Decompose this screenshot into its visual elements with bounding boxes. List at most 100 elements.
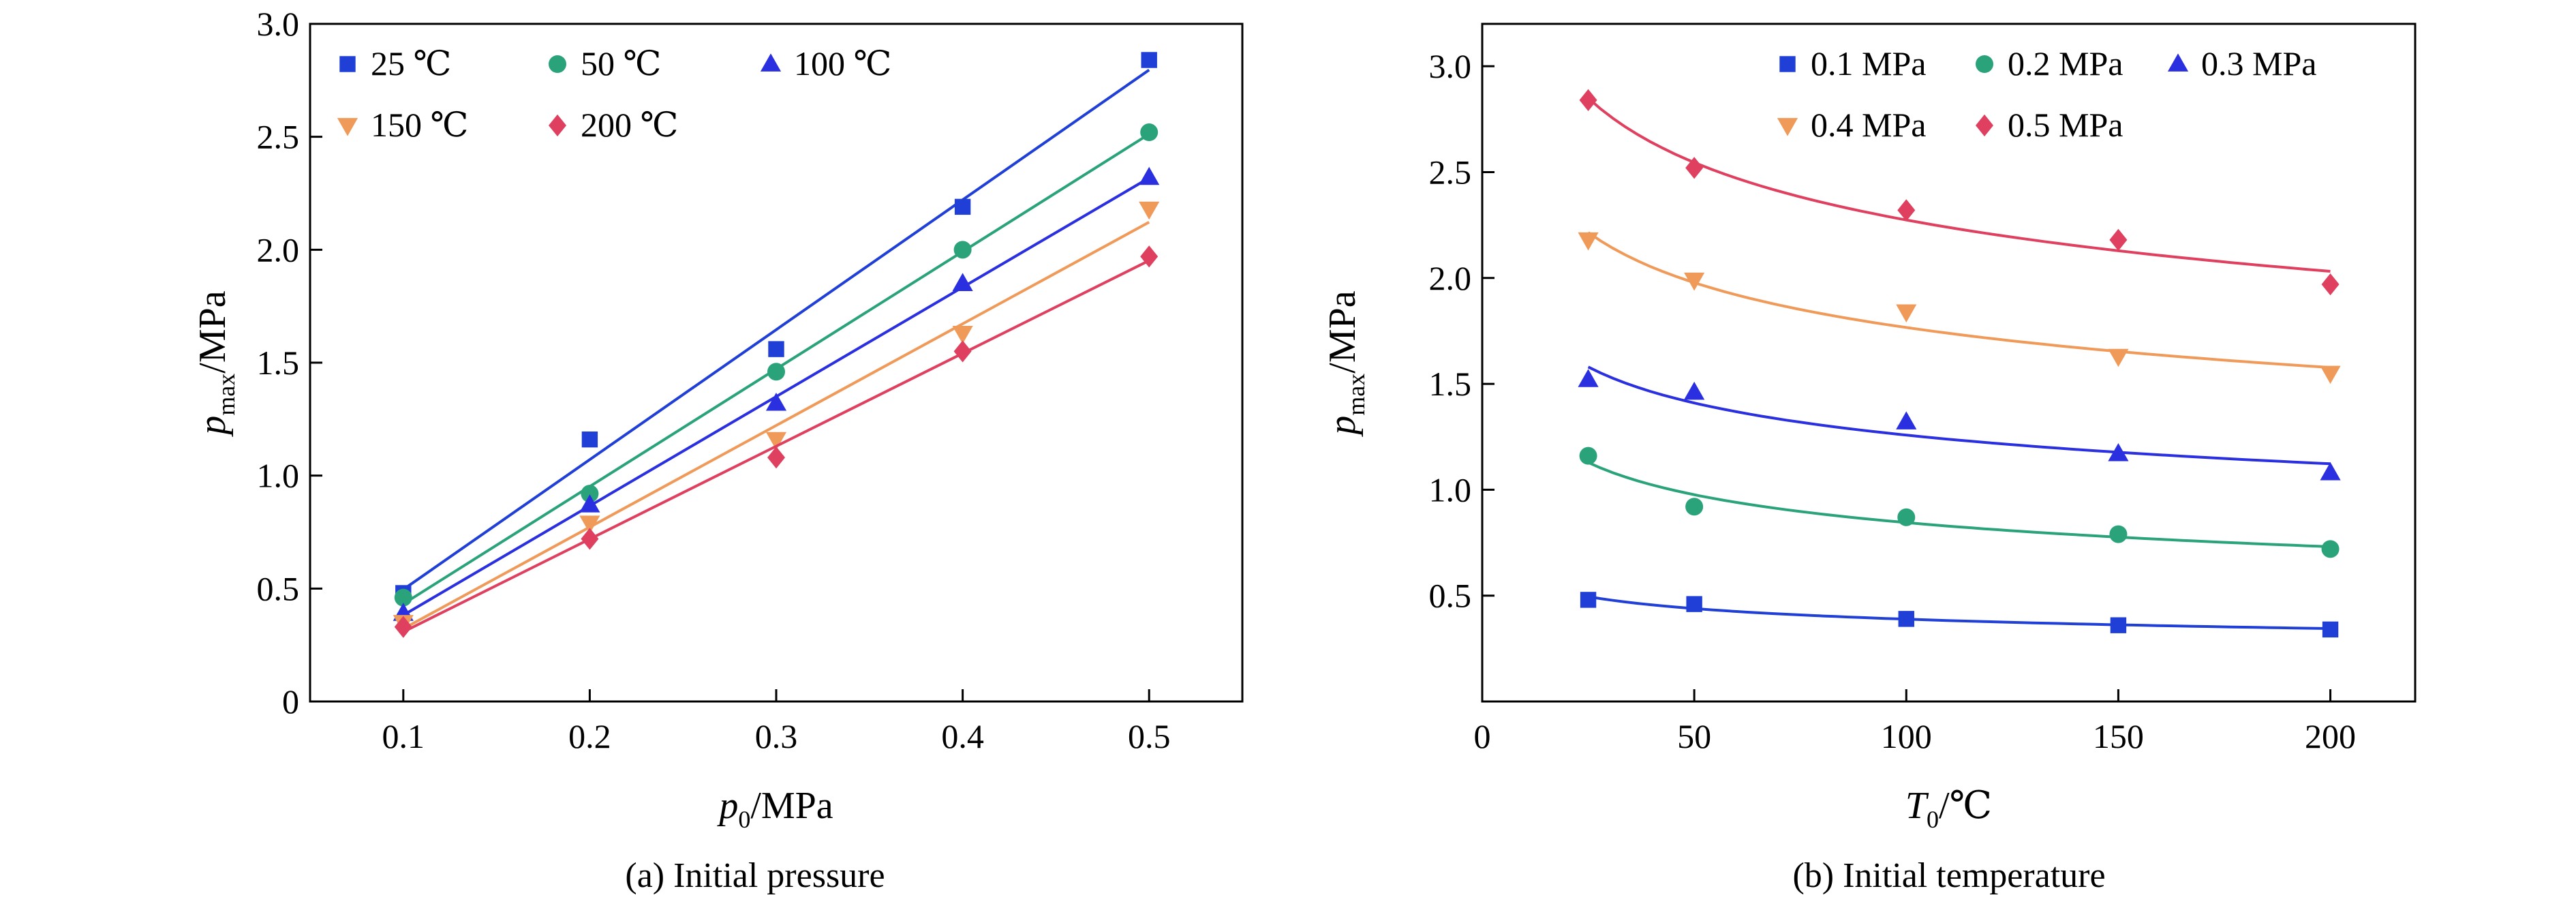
data-point-series-2 (2109, 525, 2128, 543)
data-point-series-2 (953, 241, 972, 259)
data-point-series-5 (767, 447, 785, 469)
y-axis-subscript: max (213, 374, 240, 416)
data-point-series-3 (1896, 411, 1917, 429)
y-tick-label: 3.0 (1429, 47, 1472, 85)
x-tick-label: 0 (1474, 717, 1491, 755)
data-point-series-1 (954, 198, 971, 215)
legend-marker (549, 114, 566, 137)
legend-label: 150 ℃ (371, 106, 468, 144)
data-point-series-4 (2320, 365, 2341, 384)
y-tick-label: 1.5 (257, 344, 300, 382)
data-point-series-2 (1579, 447, 1597, 465)
data-point-series-4 (952, 326, 973, 344)
data-point-series-5 (1897, 199, 1916, 222)
legend-label: 0.4 MPa (1811, 106, 1926, 144)
y-axis-unit: /MPa (191, 290, 234, 373)
x-axis-symbol: p (716, 785, 738, 827)
data-point-series-2 (2321, 540, 2340, 558)
x-axis-subscript: 0 (1927, 806, 1939, 833)
fit-line-series-5 (1587, 97, 2331, 273)
chart-panel-initial-pressure: 0.1 0.2 0.3 0.4 0.500.51.01.52.02.53.0p0/MPa… (191, 5, 1244, 895)
panel-caption: (a) Initial pressure (625, 856, 885, 895)
data-point-series-3 (952, 273, 973, 291)
y-axis-unit: /MPa (1321, 290, 1364, 373)
y-axis-subscript: max (1343, 374, 1370, 416)
x-tick-label: 50 (1677, 717, 1711, 755)
legend-label: 0.1 MPa (1811, 44, 1926, 82)
data-point-series-3 (1578, 369, 1599, 387)
data-point-series-5 (581, 528, 599, 550)
data-point-series-2 (767, 363, 785, 381)
y-axis-title: pmax/MPa (191, 290, 240, 437)
legend-marker (1777, 118, 1798, 136)
data-point-series-1 (1141, 52, 1157, 68)
data-point-series-2 (1897, 508, 1916, 526)
fit-line-series-4 (1587, 231, 2331, 369)
y-tick-label: 2.0 (257, 230, 300, 269)
data-point-series-3 (1139, 166, 1160, 185)
data-point-series-5 (2321, 273, 2340, 296)
x-axis-unit: /℃ (1939, 785, 1992, 827)
x-axis-unit: /MPa (750, 785, 833, 827)
data-point-series-4 (1896, 304, 1917, 323)
fit-line-series-3 (1587, 365, 2331, 466)
x-axis-title: p0/MPa (716, 785, 833, 833)
y-tick-label: 3.0 (257, 5, 300, 43)
data-point-series-1 (581, 431, 598, 448)
fit-line-series-1 (1588, 595, 2331, 630)
legend-label: 100 ℃ (794, 44, 891, 82)
x-tick-label: 100 (1881, 717, 1932, 755)
legend-label: 0.5 MPa (2008, 106, 2123, 144)
data-point-series-1 (2110, 617, 2127, 633)
y-tick-label: 2.5 (257, 118, 300, 156)
data-point-series-3 (765, 393, 787, 411)
data-point-series-3 (1684, 381, 1705, 400)
data-point-series-4 (765, 432, 787, 451)
x-axis-title: T0/℃ (1905, 785, 1992, 833)
data-point-series-5 (2109, 228, 2128, 251)
data-point-series-4 (579, 515, 600, 534)
data-point-series-5 (1685, 157, 1704, 179)
fit-line-series-2 (1587, 461, 2331, 548)
plot-frame (1481, 22, 2417, 703)
legend-marker (760, 53, 782, 72)
y-tick-label: 0.5 (257, 569, 300, 607)
legend-label: 0.2 MPa (2008, 44, 2123, 82)
data-point-series-5 (1579, 89, 1597, 111)
data-point-series-5 (1140, 245, 1159, 268)
x-tick-label: 0.2 (568, 717, 611, 755)
y-tick-label: 1.0 (1429, 470, 1472, 509)
x-tick-label: 0.4 (941, 717, 984, 755)
x-tick-label: 0.1 (382, 717, 425, 755)
y-tick-label: 1.5 (1429, 365, 1472, 403)
data-point-series-5 (953, 340, 972, 363)
fit-line-series-5 (402, 259, 1150, 633)
y-tick-label: 0 (282, 682, 299, 721)
x-tick-label: 200 (2305, 717, 2356, 755)
y-axis-title: pmax/MPa (1321, 290, 1370, 437)
legend-marker (1976, 55, 1993, 73)
legend-marker (337, 118, 358, 136)
legend-marker (2167, 53, 2189, 72)
y-tick-label: 2.0 (1429, 259, 1472, 297)
legend-marker (1976, 114, 1993, 137)
data-point-series-1 (1686, 596, 1702, 612)
legend-label: 25 ℃ (371, 44, 451, 82)
data-point-series-3 (2108, 442, 2129, 462)
x-axis-symbol: T (1905, 785, 1929, 827)
data-point-series-2 (394, 588, 412, 607)
data-point-series-2 (581, 485, 599, 503)
data-point-series-1 (768, 341, 784, 357)
legend-marker (1779, 56, 1796, 72)
data-point-series-4 (1578, 232, 1599, 251)
data-point-series-4 (1139, 201, 1160, 220)
panel-caption: (b) Initial temperature (1792, 856, 2105, 895)
x-axis-subscript: 0 (738, 806, 750, 833)
legend-label: 0.3 MPa (2201, 44, 2316, 82)
data-point-series-5 (394, 616, 412, 638)
legend-marker (339, 56, 356, 72)
data-point-series-4 (2108, 348, 2129, 367)
data-point-series-1 (1580, 592, 1597, 608)
data-point-series-3 (2320, 462, 2341, 481)
x-tick-label: 0.5 (1128, 717, 1171, 755)
